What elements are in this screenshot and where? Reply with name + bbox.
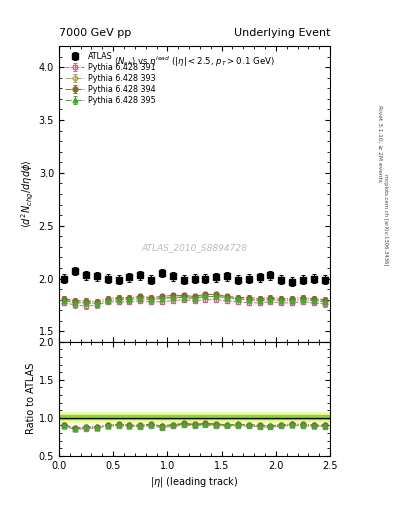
Text: $\langle N_{ch}\rangle$ vs $\eta^{lead}$ ($|\eta| < 2.5$, $p_T > 0.1$ GeV): $\langle N_{ch}\rangle$ vs $\eta^{lead}$… <box>114 55 275 69</box>
Text: ATLAS_2010_S8894728: ATLAS_2010_S8894728 <box>141 243 248 252</box>
Text: Rivet 3.1.10, ≥ 2M events: Rivet 3.1.10, ≥ 2M events <box>377 105 382 182</box>
X-axis label: $|\eta|$ (leading track): $|\eta|$ (leading track) <box>150 475 239 489</box>
Bar <box>59 415 330 419</box>
Bar <box>59 413 330 421</box>
Text: mcplots.cern.ch [arXiv:1306.3436]: mcplots.cern.ch [arXiv:1306.3436] <box>384 175 388 266</box>
Legend: ATLAS, Pythia 6.428 391, Pythia 6.428 393, Pythia 6.428 394, Pythia 6.428 395: ATLAS, Pythia 6.428 391, Pythia 6.428 39… <box>62 49 158 107</box>
Y-axis label: Ratio to ATLAS: Ratio to ATLAS <box>26 363 36 435</box>
Y-axis label: $\langle d^2 N_{chg}/d\eta d\phi \rangle$: $\langle d^2 N_{chg}/d\eta d\phi \rangle… <box>20 160 36 228</box>
Text: 7000 GeV pp: 7000 GeV pp <box>59 28 131 38</box>
Text: Underlying Event: Underlying Event <box>233 28 330 38</box>
